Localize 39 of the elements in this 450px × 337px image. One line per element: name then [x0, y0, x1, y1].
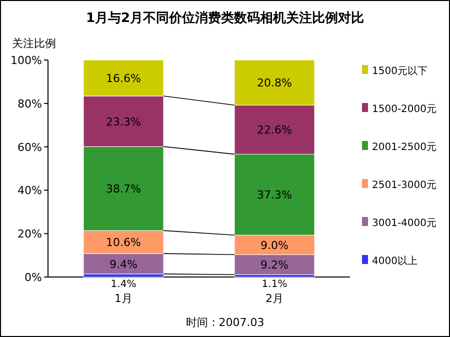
bar — [234, 60, 315, 106]
data-label: 10.6% — [106, 236, 141, 250]
legend-label: 1500-2000元 — [372, 104, 437, 115]
bar — [234, 234, 315, 255]
bar — [234, 104, 315, 154]
data-label: 9.0% — [260, 238, 288, 252]
legend-label: 2501-3000元 — [372, 180, 437, 191]
x-tick-label: 2月 — [266, 292, 284, 305]
data-label: 1.1% — [262, 279, 288, 290]
data-label: 23.3% — [106, 115, 141, 128]
legend-label: 2001-2500元 — [372, 142, 437, 153]
y-axis-title: 关注比例 — [12, 37, 56, 50]
y-tick-label: 40% — [18, 184, 42, 198]
bar — [234, 254, 315, 275]
data-label: 38.7% — [106, 182, 141, 196]
data-label: 20.8% — [257, 76, 292, 90]
y-tick-label: 0% — [24, 271, 42, 284]
data-label: 9.4% — [110, 258, 138, 271]
data-label: 37.3% — [257, 188, 292, 202]
data-label: 22.6% — [257, 124, 292, 137]
y-tick-label: 60% — [18, 140, 42, 154]
legend-label: 4000以上 — [372, 255, 418, 267]
bar — [83, 146, 164, 231]
y-tick-label: 80% — [18, 97, 42, 110]
data-label: 9.2% — [260, 258, 288, 272]
bar — [234, 154, 315, 236]
data-label: 1.4% — [110, 279, 136, 290]
legend-label: 3001-4000元 — [372, 218, 437, 229]
y-tick-label: 20% — [18, 228, 42, 241]
y-tick-label: 100% — [10, 54, 42, 67]
bar — [83, 60, 164, 96]
chart-title: 1月与2月不同价位消费类数码相机关注比例对比 — [86, 10, 364, 26]
x-tick-label: 1月 — [114, 292, 132, 305]
legend-label: 1500元以下 — [372, 65, 428, 77]
data-label: 16.6% — [106, 72, 141, 86]
bar — [83, 230, 164, 254]
bar — [83, 253, 164, 274]
text: 时间：2007.03 — [186, 316, 264, 329]
bar — [83, 96, 164, 147]
